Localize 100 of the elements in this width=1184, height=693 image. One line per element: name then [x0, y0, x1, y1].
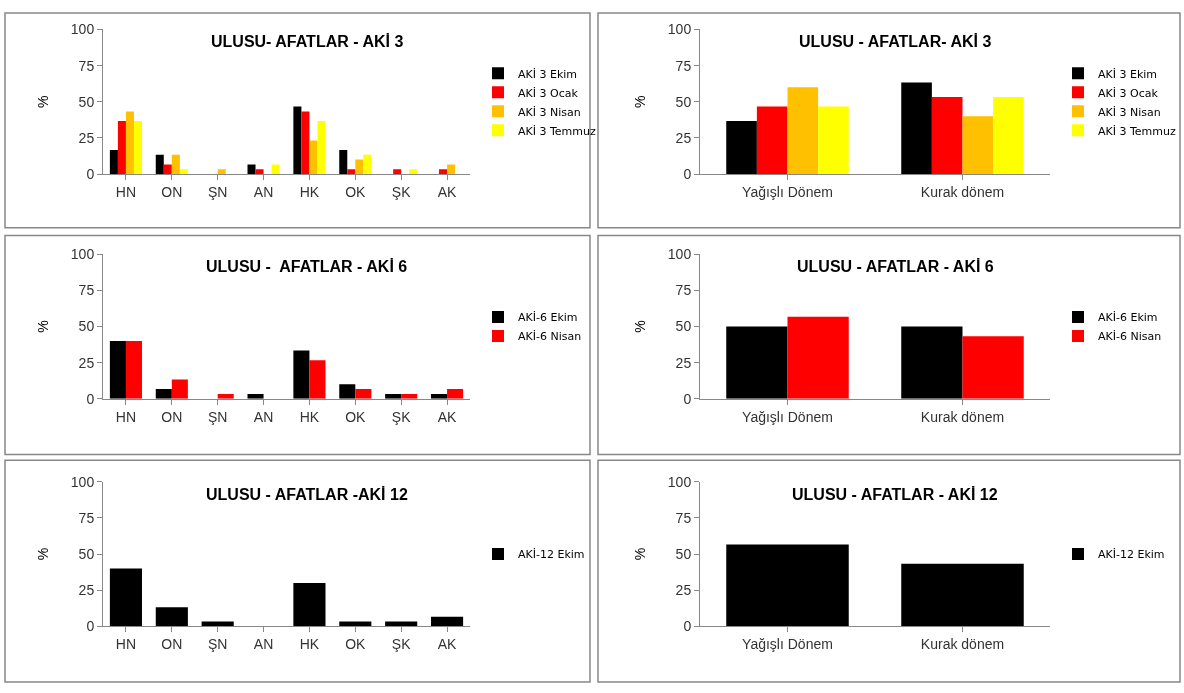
y-tick-label: 0	[683, 618, 692, 635]
y-tick-label: 100	[667, 473, 692, 490]
bar	[993, 97, 1024, 175]
bar	[787, 87, 819, 175]
bar	[155, 607, 188, 627]
x-tick-label: ON	[161, 636, 183, 653]
y-tick-label: 75	[675, 57, 692, 74]
bar	[293, 350, 310, 399]
chart-title: ULUSU - AFATLAR - AKİ 6	[206, 258, 408, 275]
bar	[393, 169, 402, 175]
bar	[271, 164, 280, 175]
x-tick-label: AK	[437, 636, 458, 653]
y-tick-label: 50	[78, 93, 95, 110]
y-tick-label: 75	[78, 509, 95, 526]
x-tick-label: Kurak dönem	[920, 636, 1005, 653]
x-tick-label: Kurak dönem	[920, 183, 1005, 200]
bar	[301, 111, 310, 175]
x-tick-label: ŞN	[207, 408, 228, 425]
x-tick-label: AN	[253, 408, 274, 425]
y-tick-label: 100	[70, 473, 95, 490]
bar	[109, 568, 142, 627]
bar	[317, 121, 326, 175]
x-tick-label: HK	[299, 636, 320, 653]
bar	[901, 326, 963, 399]
x-tick-label: AN	[253, 636, 274, 653]
y-tick-label: 25	[78, 354, 95, 371]
x-tick-label: HK	[299, 183, 320, 200]
x-tick-label: Yağışlı Dönem	[742, 183, 833, 200]
legend-label: AKİ 3 Nisan	[518, 105, 581, 119]
bar	[355, 159, 364, 175]
legend-label: AKİ-12 Ekim	[1098, 548, 1165, 562]
bar	[155, 389, 172, 399]
bar	[247, 164, 256, 175]
chart-title: ULUSU - AFATLAR- AKİ 3	[799, 33, 992, 50]
y-axis-title: %	[632, 320, 649, 333]
bar	[756, 106, 788, 175]
bar	[431, 616, 464, 627]
legend-label: AKİ 3 Ekim	[518, 67, 578, 81]
x-tick-label: OK	[345, 183, 367, 200]
bar	[309, 360, 326, 399]
bar	[447, 389, 464, 399]
y-axis-title: %	[35, 547, 52, 561]
bar	[439, 169, 448, 175]
legend-label: AKİ 3 Temmuz	[1098, 124, 1176, 138]
bar	[962, 116, 994, 175]
y-tick-label: 75	[78, 57, 95, 74]
y-tick-label: 0	[683, 165, 692, 182]
y-tick-label: 75	[675, 509, 692, 526]
x-tick-label: AK	[437, 183, 458, 200]
bar	[339, 149, 348, 175]
bar	[117, 121, 126, 175]
y-tick-label: 0	[86, 618, 95, 635]
bar	[355, 389, 372, 399]
y-tick-label: 50	[675, 93, 692, 110]
y-tick-label: 0	[86, 165, 95, 182]
bar	[133, 121, 142, 175]
y-tick-label: 50	[675, 318, 692, 335]
x-tick-label: AN	[253, 183, 274, 200]
bar	[931, 97, 963, 175]
legend-label: AKİ 3 Ocak	[1098, 86, 1159, 100]
chart-title: ULUSU - AFATLAR - AKİ 6	[797, 258, 994, 275]
x-tick-label: ON	[161, 408, 183, 425]
x-tick-label: HN	[115, 183, 137, 200]
y-tick-label: 25	[675, 582, 692, 599]
x-tick-label: ŞK	[391, 183, 412, 200]
y-axis-title: %	[35, 320, 52, 333]
x-tick-label: ŞK	[391, 636, 412, 653]
x-tick-label: ON	[161, 183, 183, 200]
x-tick-label: ŞN	[207, 636, 228, 653]
bar	[409, 169, 418, 175]
bar	[818, 106, 849, 175]
bar	[163, 164, 172, 175]
y-axis-title: %	[35, 95, 52, 109]
y-axis-title: %	[632, 95, 649, 109]
y-tick-label: 25	[78, 582, 95, 599]
chart-title: ULUSU - AFATLAR - AKİ 12	[792, 486, 998, 503]
bar	[726, 326, 788, 399]
x-tick-label: ŞK	[391, 408, 412, 425]
bar	[171, 154, 180, 175]
bar	[293, 106, 302, 175]
x-tick-label: OK	[345, 636, 367, 653]
y-axis-title: %	[632, 547, 649, 561]
y-tick-label: 25	[675, 129, 692, 146]
legend-label: AKİ-12 Ekim	[518, 548, 585, 562]
bar	[217, 169, 226, 175]
bar	[155, 154, 164, 175]
bar	[171, 379, 188, 399]
x-tick-label: AK	[437, 408, 458, 425]
x-tick-label: OK	[345, 408, 367, 425]
legend-label: AKİ 3 Ocak	[518, 86, 579, 100]
bar	[962, 336, 1024, 399]
bar	[125, 111, 134, 175]
y-tick-label: 25	[675, 354, 692, 371]
bar	[447, 164, 456, 175]
bar	[787, 316, 849, 399]
y-tick-label: 100	[70, 21, 95, 38]
bar	[109, 340, 126, 399]
bar	[347, 169, 356, 175]
chart-title: ULUSU- AFATLAR - AKİ 3	[211, 33, 404, 50]
bar	[109, 149, 118, 175]
